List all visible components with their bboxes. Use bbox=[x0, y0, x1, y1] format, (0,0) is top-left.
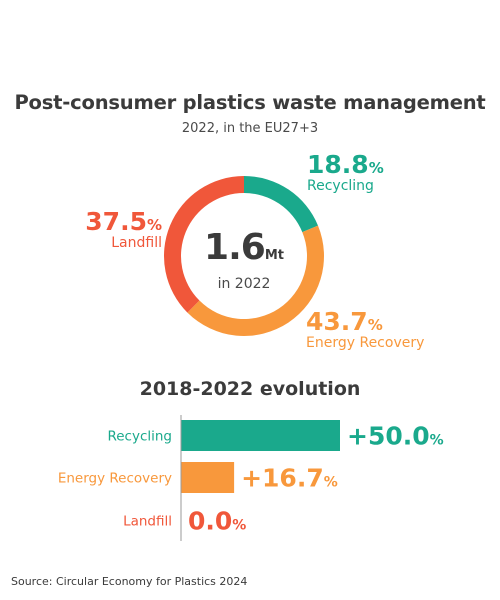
chart-subtitle: 2022, in the EU27+3 bbox=[181, 121, 319, 136]
donut-total-number: 1.6 bbox=[204, 227, 266, 268]
bar-label-landfill: Landfill bbox=[123, 514, 172, 530]
chart-title: Post-consumer plastics waste management bbox=[14, 91, 486, 114]
donut-slice-energy-recovery bbox=[187, 225, 324, 336]
slice-pct-energy-recovery: % bbox=[367, 316, 383, 334]
donut-slice-landfill bbox=[164, 176, 244, 313]
slice-name-energy-recovery: Energy Recovery bbox=[306, 335, 425, 351]
slice-name-recycling: Recycling bbox=[307, 178, 374, 194]
slice-label-recycling: 18.8% Recycling bbox=[307, 152, 384, 193]
donut-total-caption: in 2022 bbox=[217, 276, 271, 292]
bar-label-recycling: Recycling bbox=[107, 429, 172, 445]
evolution-section-title: 2018-2022 evolution bbox=[139, 378, 361, 400]
donut-slices bbox=[164, 176, 324, 336]
bar-label-energy-recovery: Energy Recovery bbox=[58, 471, 172, 487]
bar-energy-recovery bbox=[181, 462, 235, 493]
bar-value-energy-recovery: +16.7% bbox=[241, 464, 338, 493]
slice-pct-recycling: % bbox=[368, 159, 384, 177]
donut-total-unit: Mt bbox=[264, 248, 284, 263]
slice-value-landfill: 37.5 bbox=[85, 207, 147, 236]
donut-slice-recycling bbox=[244, 176, 319, 233]
slice-value-recycling: 18.8 bbox=[307, 150, 369, 179]
slice-label-landfill: 37.5% Landfill bbox=[82, 209, 162, 250]
slice-label-energy-recovery: 43.7% Energy Recovery bbox=[306, 309, 424, 350]
source-note: Source: Circular Economy for Plastics 20… bbox=[11, 575, 248, 588]
slice-pct-landfill: % bbox=[146, 216, 162, 234]
bar-recycling bbox=[181, 420, 340, 451]
slice-value-energy-recovery: 43.7 bbox=[306, 307, 368, 336]
evolution-bars: Recycling +50.0% Energy Recovery +16.7% Land… bbox=[58, 415, 444, 541]
slice-name-landfill: Landfill bbox=[111, 235, 162, 251]
bar-value-recycling: +50.0% bbox=[347, 422, 444, 451]
donut-chart bbox=[164, 176, 324, 336]
bar-value-landfill: 0.0% bbox=[188, 507, 246, 536]
evolution-bar-chart: Recycling +50.0% Energy Recovery +16.7% Land… bbox=[58, 415, 444, 541]
donut-total-value: 1.6Mt bbox=[194, 230, 294, 274]
donut-center-label: 1.6Mt in 2022 bbox=[194, 230, 294, 293]
